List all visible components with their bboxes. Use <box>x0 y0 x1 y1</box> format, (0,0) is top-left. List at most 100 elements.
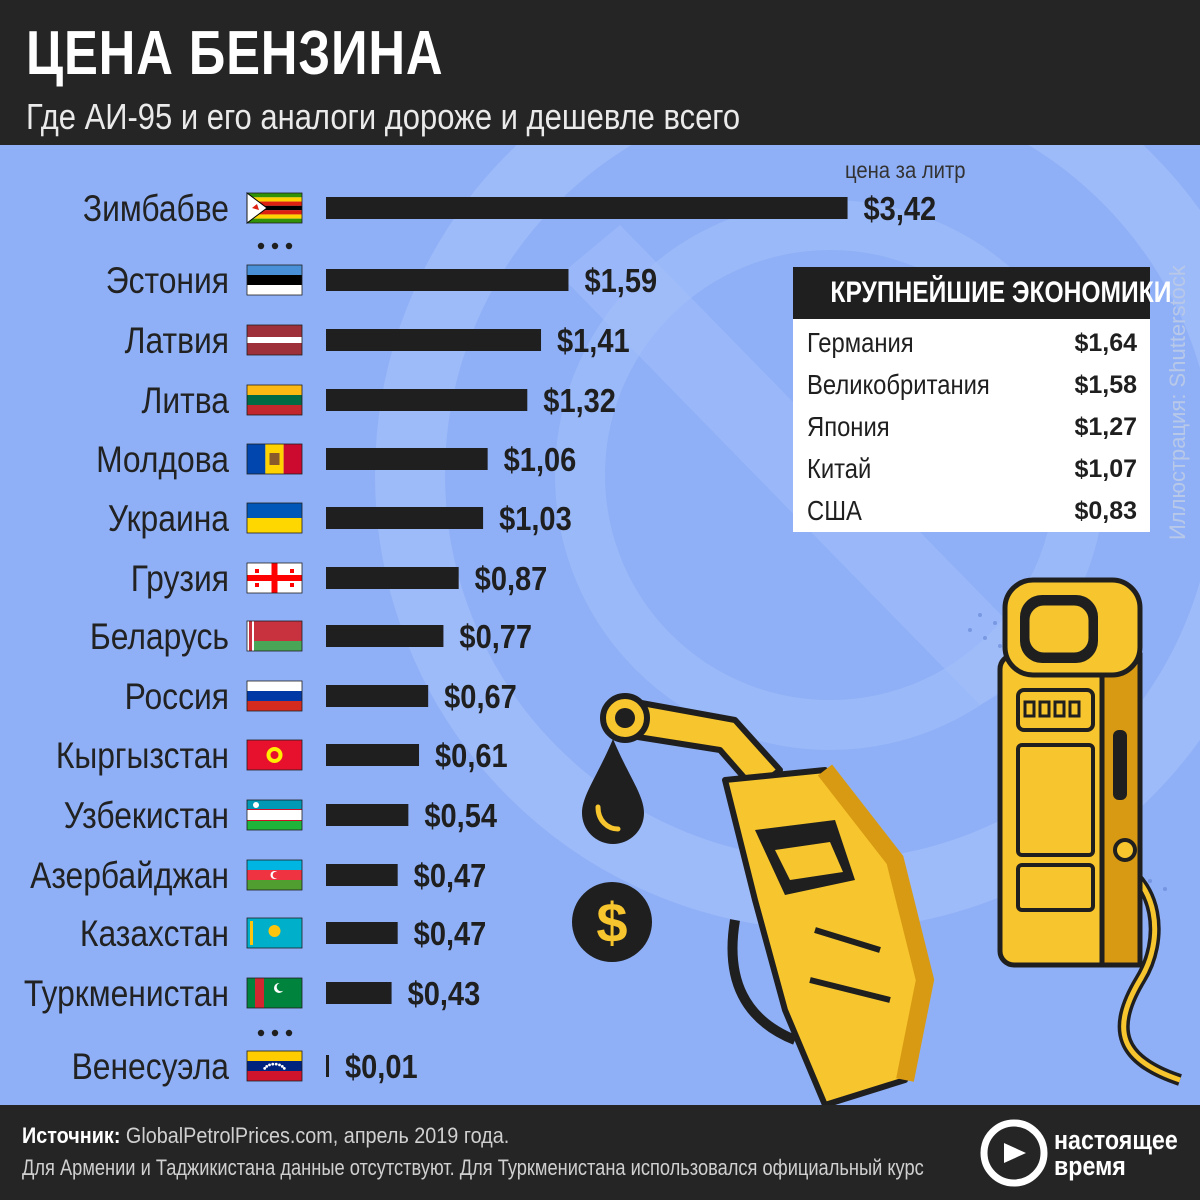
bar <box>326 685 429 707</box>
category-label: Азербайджан <box>30 856 229 897</box>
flag-part <box>247 809 302 810</box>
value-label: $0,43 <box>408 975 481 1012</box>
bar <box>326 329 542 351</box>
value-label: $1,32 <box>543 382 616 419</box>
value-label: $0,01 <box>345 1048 418 1085</box>
economy-row-uk: Великобритания $1,58 <box>807 369 1137 409</box>
flag-part <box>265 1064 269 1068</box>
flag-border <box>246 799 303 831</box>
bar <box>326 804 409 826</box>
value-label: $0,77 <box>459 618 532 655</box>
flag-part <box>247 1051 302 1061</box>
country-flag-icon <box>246 324 303 356</box>
flag-border <box>246 264 303 296</box>
flag-border <box>246 1050 303 1082</box>
flag-part <box>269 453 280 465</box>
category-label: Литва <box>142 381 230 422</box>
flag-part <box>247 405 302 415</box>
country-flag-icon <box>246 917 303 949</box>
logo-text-line2: время <box>1054 1151 1126 1181</box>
country-flag-icon <box>246 562 303 594</box>
flag-part <box>247 210 302 215</box>
chart-row: Латвия $1,41 <box>125 321 630 362</box>
flag-part <box>283 444 302 474</box>
flag-part <box>263 1066 267 1070</box>
country-flag-icon <box>246 739 303 771</box>
category-label: Кыргызстан <box>56 736 229 777</box>
country-flag-icon <box>246 799 303 831</box>
flag-part <box>247 575 302 581</box>
flag-part <box>290 569 294 573</box>
flag-part <box>282 1066 286 1070</box>
flag-border <box>246 859 303 891</box>
chart-row: Венесуэла $0,01 <box>72 1047 418 1088</box>
bar <box>326 507 484 529</box>
flag-border <box>246 739 303 771</box>
flag-part <box>247 205 302 211</box>
flag-part <box>247 691 302 701</box>
svg-text:$: $ <box>596 891 627 954</box>
economy-name: Германия <box>807 327 914 358</box>
flag-border <box>246 620 303 652</box>
flag-part <box>247 337 302 343</box>
country-flag-icon <box>246 620 303 652</box>
flag-part <box>247 218 302 223</box>
country-flag-icon <box>246 502 303 534</box>
category-label: Туркменистан <box>24 974 229 1015</box>
chart-row: Зимбабве $3,42 <box>83 189 936 230</box>
category-label: Латвия <box>125 321 229 362</box>
flag-part <box>247 201 302 206</box>
dollar-coin-icon: $ <box>572 882 652 962</box>
flag-part <box>247 444 266 474</box>
category-label: Грузия <box>131 559 229 600</box>
bar-chart: Зимбабве $3,42 Эстония $1,59 Латвия $1,41 Литв… <box>24 189 936 1088</box>
page-title: ЦЕНА БЕНЗИНА <box>26 19 444 88</box>
nastoyashchee-vremya-logo[interactable]: настоящее время <box>980 1113 1190 1193</box>
ellipsis-dot <box>285 242 293 250</box>
flag-part <box>247 503 302 518</box>
flag-part <box>247 701 302 711</box>
flag-part <box>253 802 259 808</box>
flag-border <box>246 977 303 1009</box>
economy-name: Великобритания <box>807 369 990 400</box>
bar <box>326 389 528 411</box>
bar <box>326 744 420 766</box>
category-label: Узбекистан <box>64 796 229 837</box>
country-flag-icon <box>246 443 303 475</box>
value-label: $0,47 <box>414 857 487 894</box>
oil-drop-icon <box>582 739 644 844</box>
flag-part <box>247 518 302 533</box>
flag-part <box>247 621 302 641</box>
flag-part <box>247 800 302 809</box>
flag-part <box>247 860 302 870</box>
chart-row: Грузия $0,87 <box>131 559 548 600</box>
flag-border <box>246 680 303 712</box>
ellipsis-dot <box>271 242 279 250</box>
flag-part <box>250 921 253 945</box>
flag-border <box>246 324 303 356</box>
economy-name: Япония <box>807 411 890 442</box>
largest-economies-table: КРУПНЕЙШИЕ ЭКОНОМИКИ Германия $1,64 Вели… <box>793 267 1171 532</box>
flag-border <box>246 192 303 224</box>
flag-part <box>290 583 294 587</box>
flag-part <box>247 820 302 821</box>
flag-part <box>247 285 302 295</box>
category-label: Беларусь <box>90 617 229 658</box>
flag-part <box>272 871 280 879</box>
largest-economies-title-text: КРУПНЕЙШИЕ ЭКОНОМИКИ <box>830 276 1172 309</box>
ellipsis-separator <box>257 1029 293 1037</box>
flag-part <box>278 1063 281 1067</box>
economy-value: $1,64 <box>1074 329 1137 357</box>
category-label: Казахстан <box>80 914 229 955</box>
chart-row: Казахстан $0,47 <box>80 914 486 955</box>
flag-part <box>249 621 252 651</box>
flag-part <box>247 275 302 285</box>
category-label: Украина <box>108 499 230 540</box>
country-flag-icon <box>246 859 303 891</box>
chart-row: Азербайджан $0,47 <box>30 856 486 897</box>
chart-row: Эстония $1,59 <box>106 261 657 302</box>
economy-name: Китай <box>807 453 872 484</box>
flag-border <box>246 502 303 534</box>
chart-row: Туркменистан $0,43 <box>24 974 480 1015</box>
bar <box>326 269 569 291</box>
